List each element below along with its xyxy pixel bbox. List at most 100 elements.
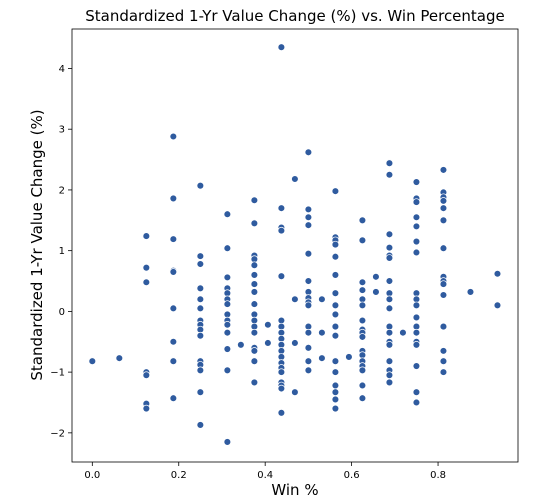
data-point <box>385 371 394 379</box>
data-point <box>385 243 394 252</box>
data-point <box>318 328 326 337</box>
y-tick-label: 1 <box>59 246 65 257</box>
data-point <box>331 271 340 279</box>
data-point <box>399 328 407 337</box>
x-axis-label: Win % <box>271 481 318 499</box>
data-point <box>115 354 124 362</box>
data-point <box>196 304 205 313</box>
data-point <box>412 237 421 246</box>
data-point <box>412 222 421 231</box>
data-point <box>223 300 232 308</box>
data-point <box>250 280 259 288</box>
data-point <box>318 295 326 303</box>
data-point <box>439 280 448 288</box>
data-point <box>304 328 313 337</box>
data-point <box>412 341 421 349</box>
data-point <box>223 321 232 329</box>
data-point <box>277 384 286 393</box>
data-point <box>331 252 340 261</box>
data-point <box>493 301 502 310</box>
data-point <box>439 216 448 225</box>
x-tick-label: 0.2 <box>171 470 187 481</box>
data-point <box>196 295 205 303</box>
data-point <box>142 232 151 240</box>
data-point <box>223 345 232 353</box>
data-point <box>142 371 151 379</box>
data-point <box>142 278 151 286</box>
data-point <box>358 316 367 325</box>
data-point <box>196 366 205 375</box>
data-point <box>412 248 421 257</box>
x-tick-label: 0.6 <box>344 470 360 481</box>
data-point <box>439 291 448 299</box>
y-tick-label: −1 <box>50 368 65 379</box>
data-point <box>385 277 394 285</box>
x-axis-ticks: 0.0 0.2 0.4 0.6 0.8 <box>84 462 446 481</box>
data-point <box>304 357 313 365</box>
data-point <box>196 388 205 396</box>
data-point <box>385 357 394 365</box>
data-point <box>331 388 340 396</box>
data-point <box>358 286 367 294</box>
data-point <box>223 438 232 446</box>
data-point <box>264 339 272 347</box>
y-tick-label: 2 <box>59 185 65 196</box>
data-point <box>196 252 205 260</box>
data-point <box>331 310 340 319</box>
y-tick-label: 3 <box>59 125 65 136</box>
data-point <box>439 322 448 331</box>
data-point <box>331 331 340 340</box>
data-point <box>358 366 367 375</box>
data-point <box>358 394 367 402</box>
plot-frame <box>71 28 519 463</box>
data-point <box>250 271 259 279</box>
data-point <box>385 304 394 313</box>
data-point <box>412 178 421 186</box>
data-point <box>385 328 394 337</box>
data-point <box>277 272 286 280</box>
data-point <box>250 196 259 205</box>
data-point <box>331 395 340 404</box>
data-point <box>169 132 178 141</box>
data-point <box>291 175 299 183</box>
data-point <box>169 194 178 203</box>
data-point <box>385 341 394 349</box>
data-point <box>277 368 286 376</box>
data-point <box>331 381 340 390</box>
data-point <box>412 328 421 337</box>
data-point <box>412 398 421 407</box>
data-point <box>277 43 286 51</box>
data-point <box>372 288 380 296</box>
data-point <box>412 213 421 222</box>
data-point <box>223 366 232 375</box>
data-point <box>385 378 394 387</box>
data-point <box>291 339 299 347</box>
data-point <box>358 301 367 310</box>
data-point <box>439 368 448 376</box>
data-point <box>291 295 299 303</box>
data-point <box>412 388 421 396</box>
data-point <box>331 289 340 297</box>
y-tick-label: −2 <box>50 428 65 439</box>
data-point <box>412 198 421 206</box>
data-point <box>169 338 178 346</box>
data-point <box>439 347 448 355</box>
data-point <box>439 166 448 174</box>
x-tick-label: 0.8 <box>430 470 446 481</box>
data-point <box>304 366 313 375</box>
data-point <box>385 254 394 262</box>
data-point <box>372 273 380 281</box>
data-point <box>196 421 205 429</box>
y-axis-label: Standardized 1-Yr Value Change (%) <box>28 109 46 380</box>
data-point <box>439 197 448 205</box>
data-point <box>358 236 367 245</box>
y-tick-label: 0 <box>59 307 65 318</box>
data-point <box>439 244 448 252</box>
data-point <box>304 221 313 229</box>
data-point <box>331 322 340 331</box>
data-point <box>493 269 502 278</box>
data-point <box>277 409 286 417</box>
data-point <box>331 240 340 249</box>
data-point <box>385 295 394 303</box>
data-point <box>88 357 97 365</box>
